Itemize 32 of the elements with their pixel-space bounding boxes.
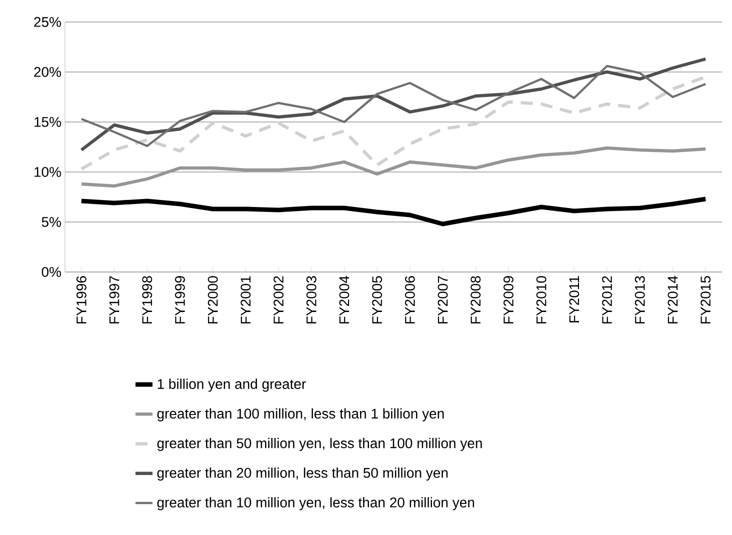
x-tick-label: FY2012 [602,276,612,324]
x-tick-label: FY2013 [634,276,645,324]
x-tick-label: FY2014 [668,276,678,324]
x-tick-label: FY2004 [339,276,350,324]
y-tick-label: 25% [34,17,61,27]
legend-label: greater than 10 million yen, less than 20 million yen [157,497,474,510]
x-tick-label: FY1998 [142,276,152,324]
y-tick-label: 0% [42,267,61,277]
y-tick-label: 5% [42,217,61,227]
legend-label: greater than 20 million, less than 50 million yen [157,468,448,481]
x-tick-label: FY2002 [274,276,284,324]
x-tick-label: FY2005 [372,276,382,324]
x-tick-label: FY2011 [569,276,580,322]
y-tick-label: 20% [34,67,61,77]
x-tick-label: FY2007 [438,276,448,324]
x-tick-label: FY1996 [76,276,86,324]
x-tick-label: FY2010 [536,276,546,324]
x-tick-label: FY2008 [470,276,481,324]
x-tick-label: FY2000 [208,276,218,324]
line-series [79,196,708,226]
y-tick-label: 15% [34,117,61,127]
x-tick-label: FY2003 [306,276,316,324]
x-tick-label: FY2001 [240,276,251,324]
legend-label: greater than 50 million yen, less than 100 million yen [157,438,482,451]
x-tick-label: FY2015 [700,276,711,324]
legend-label: 1 billion yen and greater [158,378,306,392]
x-tick-label: FY2006 [404,276,415,324]
x-tick-label: FY1997 [109,276,120,324]
legend-label: greater than 100 million, less than 1 billion yen [157,408,444,422]
x-tick-label: FY2009 [504,276,514,324]
x-tick-label: FY1999 [175,276,185,324]
y-tick-label: 10% [34,167,61,177]
